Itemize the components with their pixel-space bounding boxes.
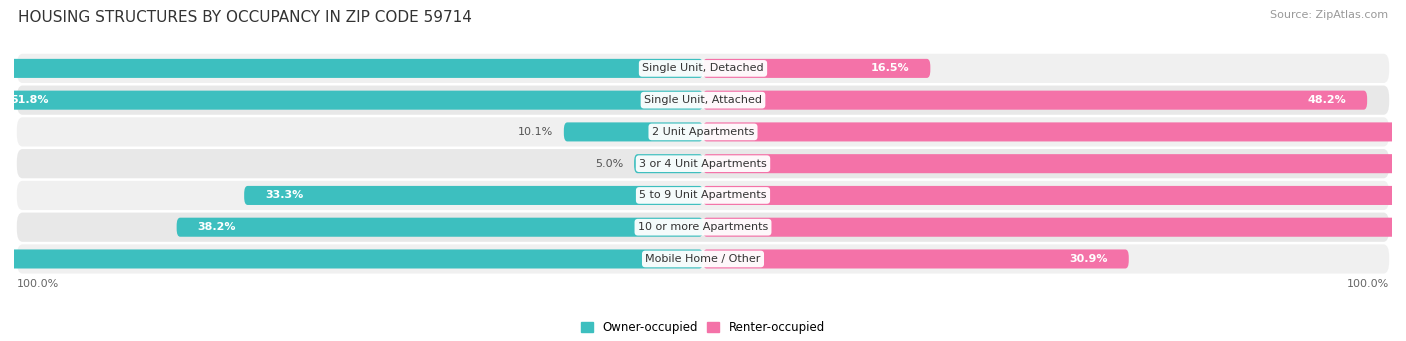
FancyBboxPatch shape: [17, 149, 1389, 178]
FancyBboxPatch shape: [17, 181, 1389, 210]
Text: 51.8%: 51.8%: [10, 95, 48, 105]
Text: 33.3%: 33.3%: [264, 190, 304, 201]
FancyBboxPatch shape: [177, 218, 703, 237]
FancyBboxPatch shape: [703, 59, 931, 78]
FancyBboxPatch shape: [17, 54, 1389, 83]
Text: Source: ZipAtlas.com: Source: ZipAtlas.com: [1270, 10, 1388, 20]
Text: 10.1%: 10.1%: [517, 127, 553, 137]
Text: 100.0%: 100.0%: [17, 279, 59, 289]
Text: 5 to 9 Unit Apartments: 5 to 9 Unit Apartments: [640, 190, 766, 201]
Text: Mobile Home / Other: Mobile Home / Other: [645, 254, 761, 264]
FancyBboxPatch shape: [17, 117, 1389, 147]
Text: 10 or more Apartments: 10 or more Apartments: [638, 222, 768, 232]
Text: HOUSING STRUCTURES BY OCCUPANCY IN ZIP CODE 59714: HOUSING STRUCTURES BY OCCUPANCY IN ZIP C…: [18, 10, 472, 25]
FancyBboxPatch shape: [703, 91, 1367, 110]
FancyBboxPatch shape: [17, 244, 1389, 273]
Text: 100.0%: 100.0%: [1347, 279, 1389, 289]
FancyBboxPatch shape: [634, 154, 703, 173]
FancyBboxPatch shape: [703, 218, 1406, 237]
FancyBboxPatch shape: [703, 154, 1406, 173]
FancyBboxPatch shape: [0, 91, 703, 110]
Legend: Owner-occupied, Renter-occupied: Owner-occupied, Renter-occupied: [576, 316, 830, 339]
Text: 38.2%: 38.2%: [197, 222, 236, 232]
Text: 16.5%: 16.5%: [872, 63, 910, 73]
Text: Single Unit, Detached: Single Unit, Detached: [643, 63, 763, 73]
Text: 30.9%: 30.9%: [1070, 254, 1108, 264]
FancyBboxPatch shape: [17, 212, 1389, 242]
FancyBboxPatch shape: [703, 250, 1129, 268]
Text: Single Unit, Attached: Single Unit, Attached: [644, 95, 762, 105]
FancyBboxPatch shape: [564, 122, 703, 142]
Text: 5.0%: 5.0%: [595, 159, 623, 169]
Text: 3 or 4 Unit Apartments: 3 or 4 Unit Apartments: [640, 159, 766, 169]
FancyBboxPatch shape: [0, 59, 703, 78]
FancyBboxPatch shape: [245, 186, 703, 205]
Text: 48.2%: 48.2%: [1308, 95, 1347, 105]
Text: 2 Unit Apartments: 2 Unit Apartments: [652, 127, 754, 137]
FancyBboxPatch shape: [703, 186, 1406, 205]
FancyBboxPatch shape: [17, 86, 1389, 115]
FancyBboxPatch shape: [0, 250, 703, 268]
FancyBboxPatch shape: [703, 122, 1406, 142]
